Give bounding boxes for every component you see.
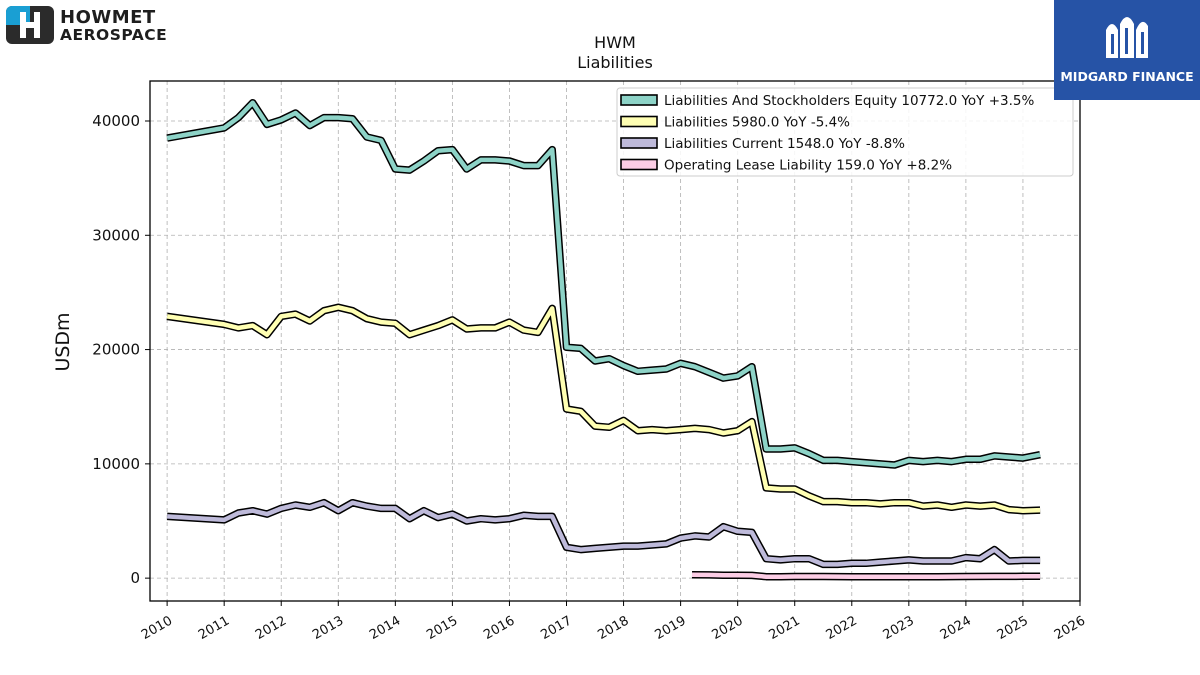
legend-swatch-1 xyxy=(620,115,658,128)
y-tick-label: 10000 xyxy=(92,455,140,473)
legend-box xyxy=(616,87,1074,177)
x-tick-label: 2024 xyxy=(938,613,974,643)
x-tick-label: 2011 xyxy=(196,613,232,643)
x-tick-label: 2010 xyxy=(139,613,175,643)
legend: Liabilities And Stockholders Equity 1077… xyxy=(616,87,1074,177)
x-tick-label: 2022 xyxy=(824,613,860,643)
x-tick-label: 2023 xyxy=(881,613,917,643)
chart-subtitle: Liabilities xyxy=(577,53,653,72)
legend-swatch-3 xyxy=(620,158,658,171)
x-tick-label: 2018 xyxy=(595,613,631,643)
x-tick-label: 2017 xyxy=(538,613,574,643)
y-tick-label: 0 xyxy=(130,569,140,587)
legend-label-1: Liabilities 5980.0 YoY -5.4% xyxy=(664,115,850,131)
x-tick-label: 2015 xyxy=(424,613,460,643)
legend-swatch-0 xyxy=(620,94,658,106)
legend-swatch-2 xyxy=(620,137,658,149)
chart-title: HWM xyxy=(594,33,636,52)
legend-label-3: Operating Lease Liability 159.0 YoY +8.2… xyxy=(664,158,952,174)
y-axis: 0 10000 20000 30000 40000 xyxy=(92,112,150,587)
series-lines xyxy=(166,98,1041,581)
howmet-logo-mark xyxy=(6,6,54,44)
x-tick-label: 2012 xyxy=(253,613,289,643)
x-tick-label: 2013 xyxy=(310,613,346,643)
y-tick-label: 40000 xyxy=(92,112,140,130)
plot-frame xyxy=(149,80,1081,602)
x-tick-label: 2014 xyxy=(367,613,403,643)
legend-label-0: Liabilities And Stockholders Equity 1077… xyxy=(664,93,1034,109)
howmet-logo-subname: AEROSPACE xyxy=(60,26,168,44)
midgard-finance-logo: MIDGARD FINANCE xyxy=(1054,0,1200,100)
series-line-0 xyxy=(166,100,1041,468)
series-line-3 xyxy=(691,572,1041,580)
x-tick-label: 2021 xyxy=(767,613,803,643)
y-tick-label: 20000 xyxy=(92,341,140,359)
midgard-logo-name: MIDGARD FINANCE xyxy=(1060,69,1194,84)
x-axis: 2010 2011 2012 2013 2014 2015 2016 2017 2018 2019… xyxy=(139,601,1088,643)
x-tick-label: 2019 xyxy=(652,613,688,643)
legend-label-2: Liabilities Current 1548.0 YoY -8.8% xyxy=(664,136,905,152)
series-line-2 xyxy=(166,500,1041,567)
y-axis-label: USDm xyxy=(52,312,74,371)
x-tick-label: 2025 xyxy=(995,613,1031,643)
series-line-1 xyxy=(166,305,1041,513)
y-tick-label: 30000 xyxy=(92,226,140,244)
x-tick-label: 2020 xyxy=(710,613,746,643)
midgard-logo-mark xyxy=(1106,17,1148,58)
x-tick-label: 2026 xyxy=(1052,613,1088,643)
howmet-logo-name: HOWMET xyxy=(60,7,156,28)
howmet-logo: HOWMET AEROSPACE xyxy=(4,6,174,46)
x-tick-label: 2016 xyxy=(481,613,517,643)
